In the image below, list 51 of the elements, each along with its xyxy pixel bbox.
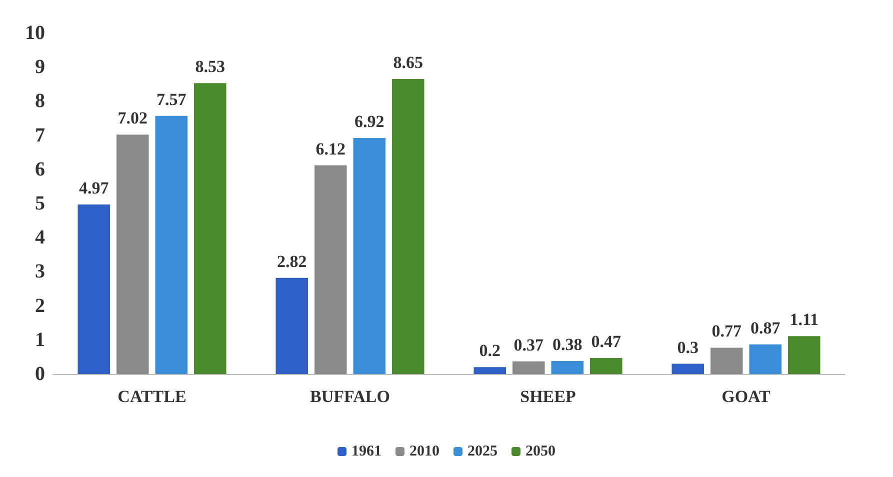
data-label: 1.11 — [790, 310, 819, 330]
bar — [353, 138, 386, 374]
bar — [672, 364, 704, 374]
y-tick-label: 1 — [35, 328, 45, 351]
bar — [155, 116, 188, 374]
bar — [194, 83, 226, 374]
data-label: 6.92 — [354, 112, 384, 132]
x-tick-label: SHEEP — [520, 387, 576, 406]
bar — [276, 278, 308, 374]
y-tick-label: 6 — [35, 158, 45, 180]
data-label: 0.87 — [750, 318, 781, 338]
y-tick-label: 7 — [35, 124, 45, 146]
y-tick-label: 8 — [35, 90, 45, 112]
bar — [710, 348, 743, 374]
y-tick-label: 4 — [35, 226, 45, 249]
data-label: 8.53 — [195, 57, 225, 76]
y-tick-label: 3 — [35, 260, 45, 283]
bar — [788, 336, 820, 374]
bar — [749, 344, 782, 374]
y-tick-label: 9 — [35, 56, 45, 78]
bar — [590, 358, 622, 374]
x-tick-label: GOAT — [722, 387, 772, 406]
y-tick-label: 0 — [35, 363, 45, 385]
bar — [78, 204, 110, 374]
bar — [512, 361, 545, 374]
y-tick-label: 2 — [35, 294, 45, 317]
bar — [474, 367, 506, 374]
data-label: 0.37 — [514, 335, 544, 354]
data-label: 0.3 — [677, 338, 699, 357]
bar — [314, 165, 347, 374]
y-tick-label: 10 — [25, 22, 45, 44]
x-tick-label: CATTLE — [118, 387, 186, 406]
data-label: 8.65 — [393, 53, 423, 72]
y-tick-label: 5 — [35, 192, 45, 214]
data-label: 0.77 — [712, 322, 742, 341]
data-label: 2.82 — [277, 252, 307, 271]
bar — [392, 79, 424, 374]
data-label: 0.47 — [591, 332, 622, 351]
data-label: 7.02 — [118, 108, 148, 128]
legend-label: 2050 — [526, 444, 556, 460]
bar — [551, 361, 584, 374]
x-tick-label: BUFFALO — [310, 387, 390, 406]
legend-label: 2025 — [468, 444, 498, 460]
legend-label: 1961 — [352, 444, 382, 460]
data-label: 6.12 — [316, 139, 346, 158]
bar — [116, 134, 149, 374]
data-label: 0.38 — [552, 335, 582, 354]
data-label: 0.2 — [479, 341, 501, 360]
data-label: 7.57 — [156, 90, 187, 109]
legend-label: 2010 — [410, 444, 440, 460]
data-label: 4.97 — [79, 178, 110, 198]
